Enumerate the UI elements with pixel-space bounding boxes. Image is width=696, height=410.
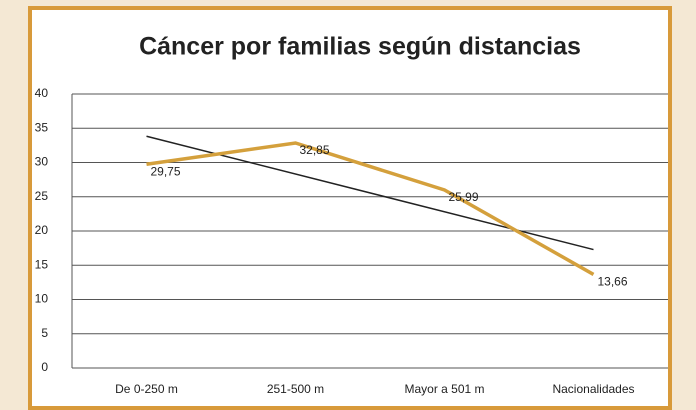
y-tick-label: 10	[35, 292, 49, 306]
data-label: 25,99	[449, 190, 479, 204]
chart-frame	[28, 6, 672, 410]
y-tick-label: 15	[35, 257, 49, 271]
data-label: 29,75	[151, 164, 181, 178]
y-tick-label: 25	[35, 189, 49, 203]
data-label: 13,66	[598, 275, 628, 289]
x-tick-label: Mayor a 501 m	[404, 382, 484, 396]
data-label: 32,85	[300, 143, 330, 157]
x-tick-label: De 0-250 m	[115, 382, 178, 396]
y-tick-label: 35	[35, 120, 49, 134]
x-tick-label: 251-500 m	[267, 382, 324, 396]
y-tick-label: 0	[41, 360, 48, 374]
x-tick-label: Nacionalidades	[552, 382, 634, 396]
y-tick-label: 5	[41, 326, 48, 340]
y-tick-label: 40	[35, 86, 49, 100]
y-tick-label: 30	[35, 155, 49, 169]
data-line	[146, 141, 595, 276]
y-tick-label: 20	[35, 223, 49, 237]
chart-title: Cáncer por familias según distancias	[139, 33, 581, 61]
